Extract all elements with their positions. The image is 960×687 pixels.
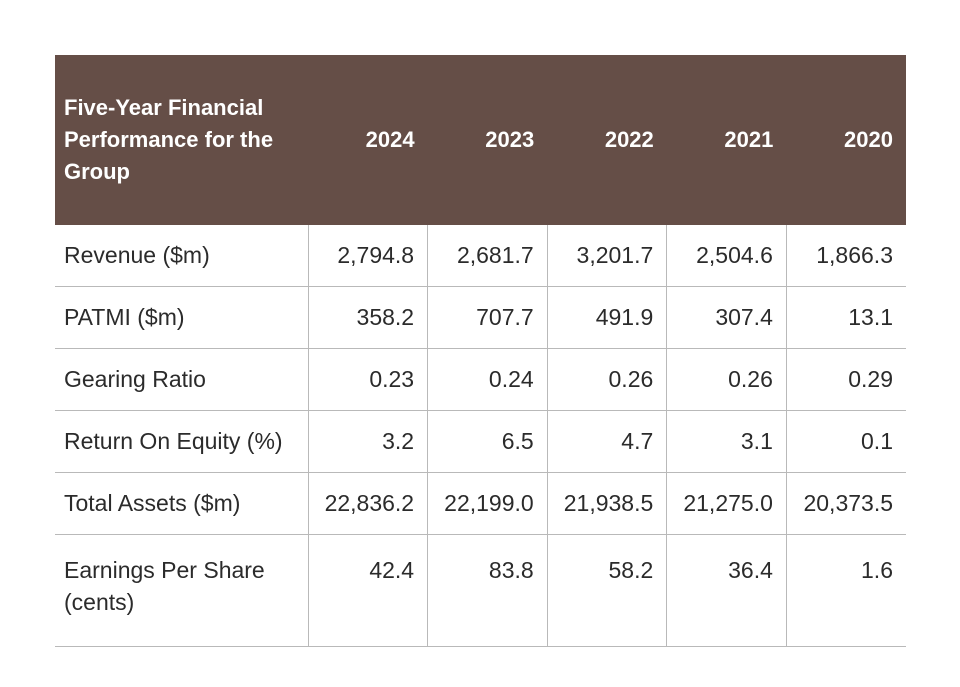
table-cell: 36.4 [666, 534, 787, 647]
row-label: Return On Equity (%) [55, 410, 308, 473]
table-row-earnings-per-share: Earnings Per Share (cents) 42.4 83.8 58.… [55, 534, 906, 647]
table-body: Revenue ($m) 2,794.8 2,681.7 3,201.7 2,5… [55, 225, 906, 647]
header-row: Five-Year Financial Performance for the … [55, 55, 906, 225]
table-cell: 3,201.7 [546, 225, 667, 287]
table-cell: 42.4 [307, 534, 428, 647]
table-title: Five-Year Financial Performance for the … [55, 55, 308, 225]
table-cell: 22,199.0 [427, 472, 548, 535]
table-cell: 707.7 [427, 286, 548, 349]
row-label: Gearing Ratio [55, 348, 308, 411]
table-cell: 0.26 [666, 348, 787, 411]
table-cell: 1,866.3 [785, 225, 906, 287]
row-label: Earnings Per Share (cents) [55, 534, 308, 647]
table-cell: 3.1 [666, 410, 787, 473]
table-cell: 307.4 [666, 286, 787, 349]
table-cell: 0.26 [546, 348, 667, 411]
table-cell: 2,794.8 [307, 225, 428, 287]
table-cell: 83.8 [427, 534, 548, 647]
table-cell: 58.2 [546, 534, 667, 647]
table-cell: 491.9 [546, 286, 667, 349]
table-cell: 1.6 [785, 534, 906, 647]
table-cell: 0.23 [307, 348, 428, 411]
table-cell: 358.2 [307, 286, 428, 349]
row-label: Revenue ($m) [55, 225, 308, 287]
table-cell: 21,275.0 [666, 472, 787, 535]
year-header-2024: 2024 [308, 55, 428, 225]
year-header-2022: 2022 [547, 55, 667, 225]
financial-performance-table: Five-Year Financial Performance for the … [55, 55, 906, 647]
table-row-patmi: PATMI ($m) 358.2 707.7 491.9 307.4 13.1 [55, 286, 906, 349]
row-label: Total Assets ($m) [55, 472, 308, 535]
table-cell: 20,373.5 [785, 472, 906, 535]
table-cell: 3.2 [307, 410, 428, 473]
table-row-return-on-equity: Return On Equity (%) 3.2 6.5 4.7 3.1 0.1 [55, 410, 906, 473]
table-cell: 4.7 [546, 410, 667, 473]
year-header-2020: 2020 [786, 55, 906, 225]
table-header: Five-Year Financial Performance for the … [55, 55, 906, 225]
year-header-2023: 2023 [427, 55, 548, 225]
table-cell: 2,681.7 [427, 225, 548, 287]
year-header-2021: 2021 [666, 55, 787, 225]
table-cell: 22,836.2 [307, 472, 428, 535]
table-row-gearing-ratio: Gearing Ratio 0.23 0.24 0.26 0.26 0.29 [55, 348, 906, 411]
financial-performance-table-container: Five-Year Financial Performance for the … [55, 55, 906, 647]
table-cell: 0.29 [785, 348, 906, 411]
table-cell: 6.5 [427, 410, 548, 473]
row-label: PATMI ($m) [55, 286, 308, 349]
table-row-total-assets: Total Assets ($m) 22,836.2 22,199.0 21,9… [55, 472, 906, 535]
table-cell: 2,504.6 [666, 225, 787, 287]
table-cell: 0.1 [785, 410, 906, 473]
table-cell: 13.1 [785, 286, 906, 349]
table-cell: 21,938.5 [546, 472, 667, 535]
table-row-revenue: Revenue ($m) 2,794.8 2,681.7 3,201.7 2,5… [55, 225, 906, 287]
table-cell: 0.24 [427, 348, 548, 411]
